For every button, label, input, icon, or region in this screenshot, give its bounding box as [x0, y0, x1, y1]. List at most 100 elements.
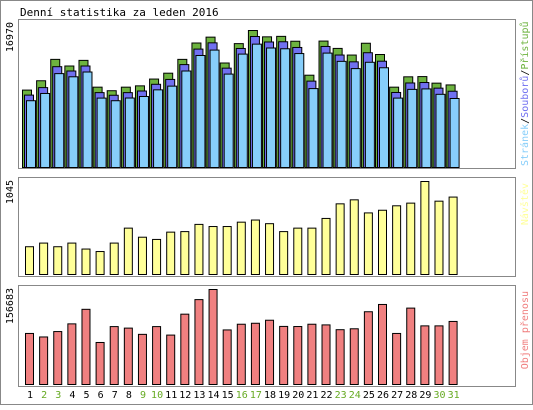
x-label-day-19: 19	[278, 390, 290, 401]
legend-separator: /	[520, 118, 531, 124]
bar-volume-day-28	[406, 307, 416, 385]
bar-visits-day-21	[307, 227, 317, 276]
bar-visits-day-16	[236, 221, 246, 275]
x-label-day-15: 15	[222, 390, 234, 401]
bar-visits-day-19	[279, 231, 289, 276]
bar-stránek-day-30	[435, 93, 446, 168]
bar-stránek-day-17	[251, 43, 262, 168]
bar-volume-day-21	[307, 323, 317, 385]
x-label-day-13: 13	[193, 390, 205, 401]
y-axis-max-label-2: 1045	[5, 180, 16, 204]
bar-volume-day-6	[95, 341, 105, 385]
bar-volume-day-20	[293, 326, 303, 385]
legend-item-2: Souborů	[519, 76, 531, 118]
bar-visits-day-7	[109, 242, 119, 275]
bar-volume-day-24	[349, 328, 359, 385]
bar-visits-day-6	[95, 251, 105, 275]
legend-panel-3: Objem přenosu	[519, 291, 531, 369]
x-label-day-5: 5	[83, 390, 89, 401]
bar-visits-day-22	[321, 217, 331, 275]
bar-visits-day-5	[81, 248, 91, 275]
bar-stránek-day-12	[181, 70, 192, 168]
bar-stránek-day-27	[393, 97, 404, 168]
bar-volume-day-8	[123, 327, 133, 386]
bar-visits-day-12	[180, 231, 190, 276]
x-label-day-9: 9	[140, 390, 146, 401]
bar-visits-day-14	[208, 226, 218, 276]
bar-volume-day-22	[321, 324, 331, 386]
bar-stránek-day-20	[294, 53, 305, 168]
x-label-day-28: 28	[405, 390, 417, 401]
bar-volume-day-9	[137, 333, 147, 386]
bar-visits-day-15	[222, 226, 232, 276]
bar-volume-day-17	[250, 322, 260, 386]
bar-visits-day-31	[448, 196, 458, 275]
bar-volume-day-12	[180, 313, 190, 385]
bar-stránek-day-22	[322, 52, 333, 168]
x-label-day-14: 14	[208, 390, 220, 401]
bar-stránek-day-29	[421, 88, 432, 168]
bar-stránek-day-10	[153, 89, 164, 168]
bar-stránek-day-25	[364, 61, 375, 168]
bar-visits-day-13	[194, 223, 204, 275]
visits-bars	[25, 181, 458, 276]
panel-frames	[18, 19, 516, 387]
x-label-day-25: 25	[363, 390, 375, 401]
x-label-day-30: 30	[433, 390, 445, 401]
bar-visits-day-29	[420, 181, 430, 275]
panel-frame-1	[18, 19, 516, 169]
bar-stránek-day-4	[68, 76, 79, 168]
bar-stránek-day-7	[110, 100, 121, 168]
bar-volume-day-2	[39, 336, 49, 386]
x-label-day-23: 23	[335, 390, 347, 401]
bar-volume-day-23	[335, 329, 345, 385]
bar-stránek-day-11	[167, 85, 178, 168]
x-axis-labels: 1 2 3 4 5 6 7 8 9 10 11 12 13 14 15 16 17 18 19 20 21 22 23 24 2…	[27, 390, 460, 401]
x-label-day-22: 22	[320, 390, 332, 401]
x-label-day-2: 2	[41, 390, 47, 401]
x-label-day-21: 21	[306, 390, 318, 401]
legend-separator: /	[520, 70, 531, 76]
y-axis-labels: 16970 1045 156683	[5, 22, 16, 324]
x-label-day-20: 20	[292, 390, 304, 401]
bar-stránek-day-2	[40, 92, 51, 168]
x-label-day-7: 7	[112, 390, 118, 401]
bar-visits-day-25	[363, 212, 373, 276]
bar-stránek-day-23	[336, 60, 347, 169]
x-label-day-24: 24	[349, 390, 361, 401]
legend-item-1: Stránek	[519, 124, 531, 166]
bar-stránek-day-26	[379, 67, 389, 168]
legend-item-3: Přístupů	[519, 21, 531, 69]
bar-volume-day-4	[67, 323, 77, 385]
bar-stránek-day-19	[280, 48, 291, 169]
y-axis-max-label-1: 16970	[5, 22, 16, 52]
x-label-day-29: 29	[419, 390, 431, 401]
bar-visits-day-30	[434, 200, 444, 275]
x-label-day-11: 11	[165, 390, 177, 401]
x-label-day-31: 31	[448, 390, 460, 401]
bar-stránek-day-14	[209, 49, 220, 169]
bar-stránek-day-1	[26, 100, 36, 168]
bar-volume-day-14	[208, 289, 218, 385]
bar-stránek-day-18	[266, 47, 277, 169]
hits-files-pages-bars	[22, 30, 460, 169]
bar-volume-day-7	[109, 326, 119, 386]
legend-panel-2: Návštěv	[519, 183, 531, 225]
bar-visits-day-1	[25, 246, 34, 275]
bar-volume-day-30	[434, 325, 444, 385]
bar-visits-day-4	[67, 242, 77, 275]
bar-stránek-day-8	[124, 97, 135, 168]
bar-visits-day-8	[123, 227, 133, 276]
x-label-day-3: 3	[55, 390, 61, 401]
bar-volume-day-3	[53, 331, 63, 386]
x-label-day-16: 16	[236, 390, 248, 401]
bar-stránek-day-16	[237, 53, 248, 168]
y-axis-max-label-3: 156683	[5, 288, 16, 324]
x-label-day-17: 17	[250, 390, 262, 401]
bar-stránek-day-24	[350, 68, 361, 168]
x-label-day-26: 26	[377, 390, 389, 401]
bar-visits-day-18	[265, 223, 275, 275]
